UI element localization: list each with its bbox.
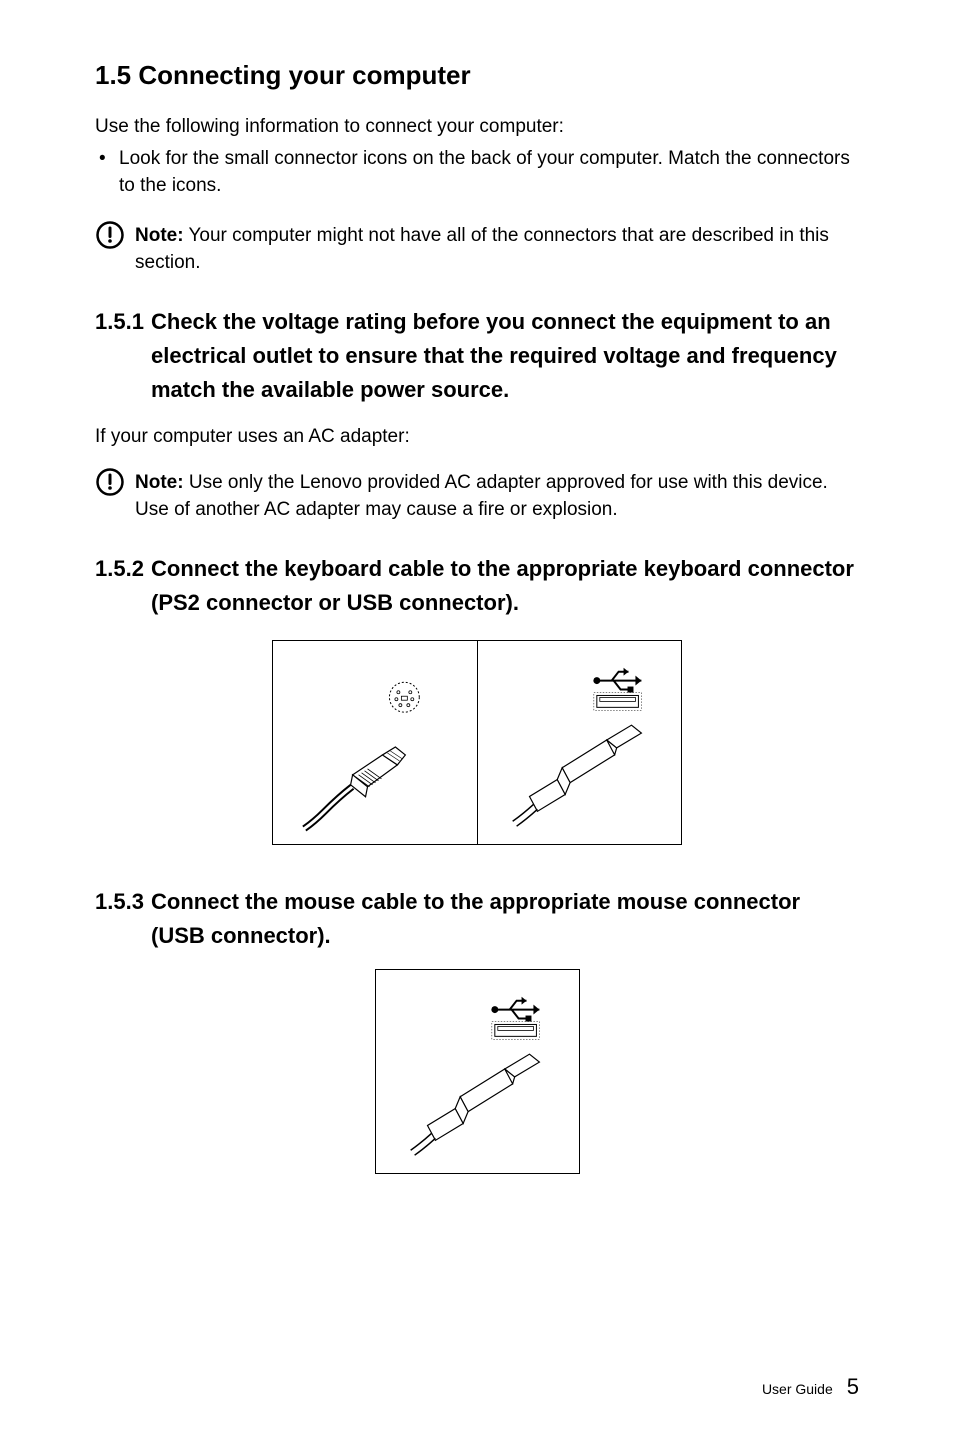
subsection-152: 1.5.2 Connect the keyboard cable to the …	[95, 552, 859, 620]
note-text: Note: Use only the Lenovo provided AC ad…	[135, 469, 859, 524]
page-footer: User Guide 5	[762, 1374, 859, 1400]
usb-trident-icon	[593, 668, 641, 693]
connector-cable-icon	[410, 1054, 539, 1155]
subsection-number: 1.5.3	[95, 885, 151, 953]
footer-label: User Guide	[762, 1381, 833, 1397]
subsection-title: Connect the mouse cable to the appropria…	[151, 885, 859, 953]
note-label: Note:	[135, 225, 184, 246]
alert-circle-icon	[95, 467, 125, 497]
alert-circle-icon	[95, 220, 125, 250]
page-number: 5	[847, 1374, 859, 1400]
note-label: Note:	[135, 472, 184, 493]
connector-diagram-single	[95, 969, 859, 1174]
note-block: Note: Your computer might not have all o…	[95, 222, 859, 277]
bullet-marker: •	[95, 145, 119, 200]
sub151-text: If your computer uses an AC adapter:	[95, 423, 859, 451]
note-block-2: Note: Use only the Lenovo provided AC ad…	[95, 469, 859, 524]
connector-cable-icon	[513, 725, 642, 826]
usb-connector-diagram	[477, 640, 682, 845]
section-number: 1.5	[95, 60, 131, 90]
note-text: Note: Your computer might not have all o…	[135, 222, 859, 277]
subsection-number: 1.5.1	[95, 305, 151, 407]
ps2-connector-diagram	[272, 640, 477, 845]
bullet-text: Look for the small connector icons on th…	[119, 145, 859, 200]
subsection-number: 1.5.2	[95, 552, 151, 620]
subsection-title: Connect the keyboard cable to the approp…	[151, 552, 859, 620]
connector-cable-icon	[303, 747, 405, 831]
usb-mouse-connector-diagram	[375, 969, 580, 1174]
subsection-title: Check the voltage rating before you conn…	[151, 305, 859, 407]
subsection-153: 1.5.3 Connect the mouse cable to the app…	[95, 885, 859, 953]
section-heading: 1.5 Connecting your computer	[95, 60, 859, 91]
section-title: Connecting your computer	[138, 60, 470, 90]
note-body: Your computer might not have all of the …	[135, 225, 829, 274]
subsection-151: 1.5.1 Check the voltage rating before yo…	[95, 305, 859, 407]
usb-trident-icon	[491, 997, 539, 1022]
ps2-port-icon	[389, 682, 419, 712]
intro-text: Use the following information to connect…	[95, 113, 859, 141]
usb-port-icon	[491, 1022, 539, 1040]
bullet-item: • Look for the small connector icons on …	[95, 145, 859, 200]
note-body: Use only the Lenovo provided AC adapter …	[135, 472, 828, 521]
connector-diagram-pair	[95, 640, 859, 845]
usb-port-icon	[594, 692, 642, 710]
